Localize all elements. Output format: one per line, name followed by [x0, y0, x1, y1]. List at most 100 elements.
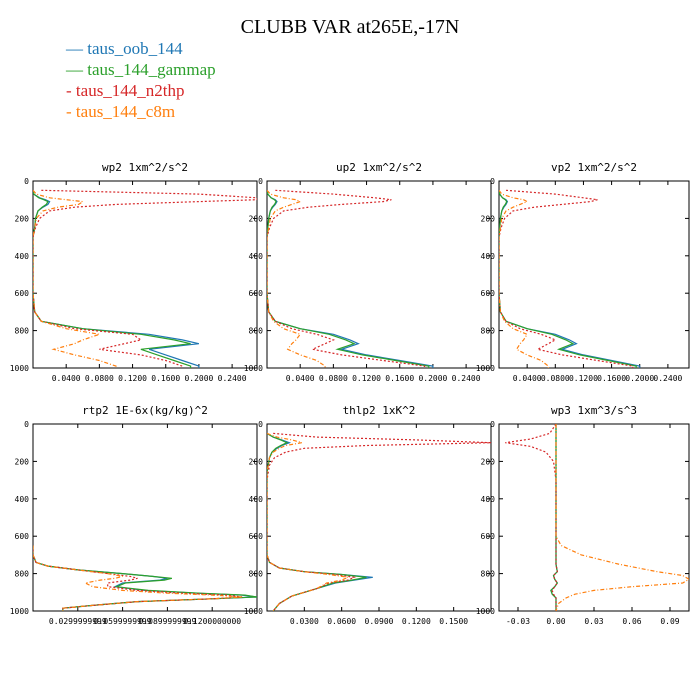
series-line [499, 189, 634, 368]
x-tick-label: 0.0600 [327, 617, 356, 626]
x-tick-label: 0.2400 [218, 374, 247, 383]
y-tick-label: 200 [481, 214, 496, 223]
series-line [267, 190, 430, 368]
y-tick-label: 600 [481, 532, 496, 541]
x-tick-label: 0.0800 [85, 374, 114, 383]
chart-panel: thlp2 1xK^2 0 200 400 600 800 1000 0.0300 0.0600… [244, 404, 492, 626]
y-tick-label: 600 [249, 532, 264, 541]
series-line [267, 432, 351, 611]
legend: — taus_oob_144 — taus_144_gammap - taus_… [66, 38, 216, 122]
series-line [499, 189, 549, 368]
panel-title: rtp2 1E-6x(kg/kg)^2 [82, 404, 208, 417]
x-tick-label: 0.09 [660, 617, 679, 626]
x-tick-label: 0.1600 [151, 374, 180, 383]
chart-panel: rtp2 1E-6x(kg/kg)^2 0 200 400 600 800 1000 0.02… [10, 404, 258, 626]
plot-frame [266, 423, 492, 612]
legend-label: taus_oob_144 [87, 39, 183, 58]
y-tick-label: 600 [249, 289, 264, 298]
x-tick-label: 0.1600 [597, 374, 626, 383]
series-line [267, 189, 326, 368]
y-tick-label: 800 [15, 570, 30, 579]
chart-panel: wp2 1xm^2/s^2 0 200 400 600 800 1000 0.0400 0.08… [10, 161, 258, 383]
legend-item: — taus_144_gammap [66, 60, 216, 79]
panel-title: thlp2 1xK^2 [343, 404, 416, 417]
panel-title: wp2 1xm^2/s^2 [102, 161, 188, 174]
chart-panel: wp3 1xm^3/s^3 0 200 400 600 800 1000 -0.03 0.00 0… [476, 404, 690, 626]
y-tick-label: 0 [490, 177, 495, 186]
y-tick-label: 600 [15, 289, 30, 298]
y-tick-label: 0 [24, 420, 29, 429]
x-tick-label: 0.2000 [184, 374, 213, 383]
plot-frame [32, 180, 258, 369]
x-tick-label: 0.1200 [118, 374, 147, 383]
x-tick-label: 0.0299999999 [49, 617, 107, 626]
x-tick-label: 0.1200000000 [183, 617, 241, 626]
y-tick-label: 800 [249, 327, 264, 336]
x-tick-label: 0.2000 [418, 374, 447, 383]
y-tick-label: 200 [481, 457, 496, 466]
x-tick-label: 0.0800 [319, 374, 348, 383]
y-tick-label: 600 [15, 532, 30, 541]
y-tick-label: 1000 [476, 607, 495, 616]
x-tick-label: 0.1200 [402, 617, 431, 626]
legend-item: - taus_144_c8m [66, 102, 176, 121]
x-tick-label: 0.0300 [290, 617, 319, 626]
x-tick-label: -0.03 [506, 617, 530, 626]
x-tick-label: 0.0900 [365, 617, 394, 626]
x-tick-label: 0.0899999999 [139, 617, 197, 626]
chart-panel: vp2 1xm^2/s^2 0 200 400 600 800 1000 0.0400 0.08… [476, 161, 690, 383]
y-tick-label: 200 [249, 214, 264, 223]
x-tick-label: 0.06 [622, 617, 641, 626]
x-tick-label: 0.1200 [352, 374, 381, 383]
y-tick-label: 800 [15, 327, 30, 336]
y-tick-label: 800 [249, 570, 264, 579]
plot-frame [498, 423, 690, 612]
series-line [499, 190, 637, 368]
y-tick-label: 400 [15, 495, 30, 504]
y-tick-label: 600 [481, 289, 496, 298]
legend-label: taus_144_n2thp [75, 81, 185, 100]
series-line [267, 432, 491, 611]
x-tick-label: 0.03 [584, 617, 603, 626]
series-line [267, 432, 373, 611]
series-line [33, 190, 200, 368]
y-tick-label: 800 [481, 327, 496, 336]
y-tick-label: 200 [249, 457, 264, 466]
legend-item: - taus_144_n2thp [66, 81, 185, 100]
series-line [33, 545, 243, 611]
legend-label: taus_144_c8m [75, 102, 176, 121]
plot-frame [266, 180, 492, 369]
y-tick-label: 0 [24, 177, 29, 186]
y-tick-label: 0 [258, 420, 263, 429]
x-tick-label: 0.2400 [452, 374, 481, 383]
x-tick-label: 0.0400 [513, 374, 542, 383]
chart-panel: up2 1xm^2/s^2 0 200 400 600 800 1000 0.0400 0.08… [244, 161, 492, 383]
series-line [267, 432, 367, 611]
x-tick-label: 0.1500 [439, 617, 468, 626]
y-tick-label: 0 [490, 420, 495, 429]
y-tick-label: 1000 [10, 607, 29, 616]
y-tick-label: 400 [481, 495, 496, 504]
x-tick-label: 0.1200 [569, 374, 598, 383]
y-tick-label: 200 [15, 457, 30, 466]
x-tick-label: 0.1600 [385, 374, 414, 383]
panel-title: wp3 1xm^3/s^3 [551, 404, 637, 417]
y-tick-label: 1000 [10, 364, 29, 373]
x-tick-label: 0.2400 [653, 374, 682, 383]
y-tick-label: 1000 [244, 607, 263, 616]
y-tick-label: 0 [258, 177, 263, 186]
figure-title: CLUBB VAR at265E,-17N [240, 16, 460, 38]
plot-frame [498, 180, 690, 369]
x-tick-label: 0.0599999999 [94, 617, 152, 626]
y-tick-label: 400 [15, 252, 30, 261]
y-tick-label: 400 [249, 252, 264, 261]
x-tick-label: 0.0800 [541, 374, 570, 383]
x-tick-label: 0.2000 [625, 374, 654, 383]
y-tick-label: 1000 [244, 364, 263, 373]
y-tick-label: 200 [15, 214, 30, 223]
x-tick-label: 0.0400 [286, 374, 315, 383]
series-line [33, 189, 117, 368]
panel-title: vp2 1xm^2/s^2 [551, 161, 637, 174]
